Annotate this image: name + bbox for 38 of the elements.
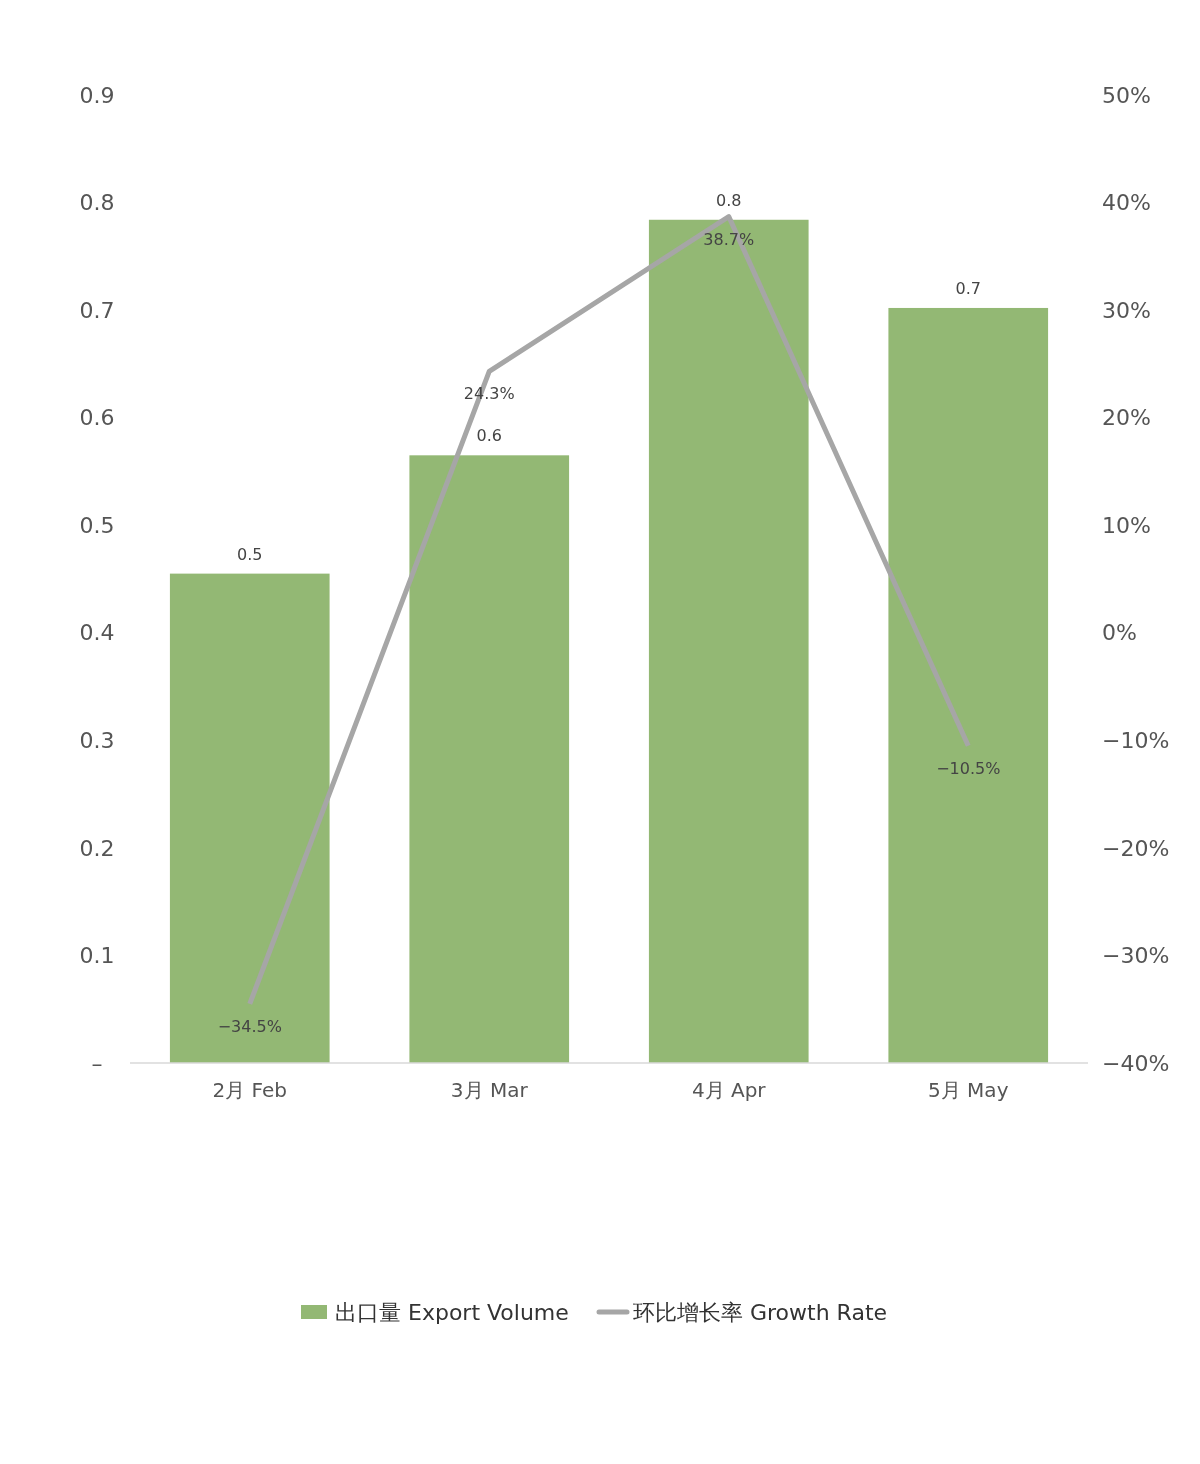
legend-label: 出口量 Export Volume <box>335 1299 569 1325</box>
legend-label: 环比增长率 Growth Rate <box>633 1299 888 1325</box>
y-tick-label: 0.6 <box>79 405 115 431</box>
y2-tick-label: −30% <box>1102 943 1170 969</box>
y2-tick-label: 30% <box>1102 297 1151 323</box>
y-tick-label: 0.8 <box>79 190 115 216</box>
x-tick-label: 2月 Feb <box>212 1078 287 1102</box>
bar <box>409 455 570 1063</box>
y2-tick-label: 40% <box>1102 190 1151 216</box>
y2-tick-label: −40% <box>1102 1050 1170 1076</box>
bar <box>648 219 809 1063</box>
y-tick-label: 0.3 <box>79 728 115 754</box>
y-tick-label: 0.2 <box>79 835 115 861</box>
y-tick-label: – <box>91 1050 103 1076</box>
y2-tick-label: 10% <box>1102 512 1151 538</box>
data-label: −34.5% <box>217 1016 282 1036</box>
data-label: 0.6 <box>476 426 502 446</box>
y-tick-label: 0.5 <box>79 512 115 538</box>
data-label: 24.3% <box>463 384 515 404</box>
y-tick-label: 0.9 <box>79 82 115 108</box>
y2-tick-label: −20% <box>1102 835 1170 861</box>
y-tick-label: 0.7 <box>79 297 115 323</box>
y2-tick-label: 0% <box>1102 620 1137 646</box>
y2-tick-label: 50% <box>1102 82 1151 108</box>
bar <box>888 307 1049 1063</box>
y2-tick-label: −10% <box>1102 728 1170 754</box>
bar <box>169 573 330 1063</box>
data-label: 0.5 <box>237 544 263 564</box>
x-tick-label: 3月 Mar <box>450 1078 529 1102</box>
data-label: 0.7 <box>955 278 981 298</box>
x-tick-label: 4月 Apr <box>691 1078 767 1102</box>
y2-tick-label: 20% <box>1102 405 1151 431</box>
y-tick-label: 0.1 <box>79 943 115 969</box>
data-label: 0.8 <box>716 190 742 210</box>
x-tick-label: 5月 May <box>928 1078 1009 1102</box>
y-tick-label: 0.4 <box>79 620 115 646</box>
data-label: −10.5% <box>936 758 1001 778</box>
data-label: 38.7% <box>703 229 755 249</box>
